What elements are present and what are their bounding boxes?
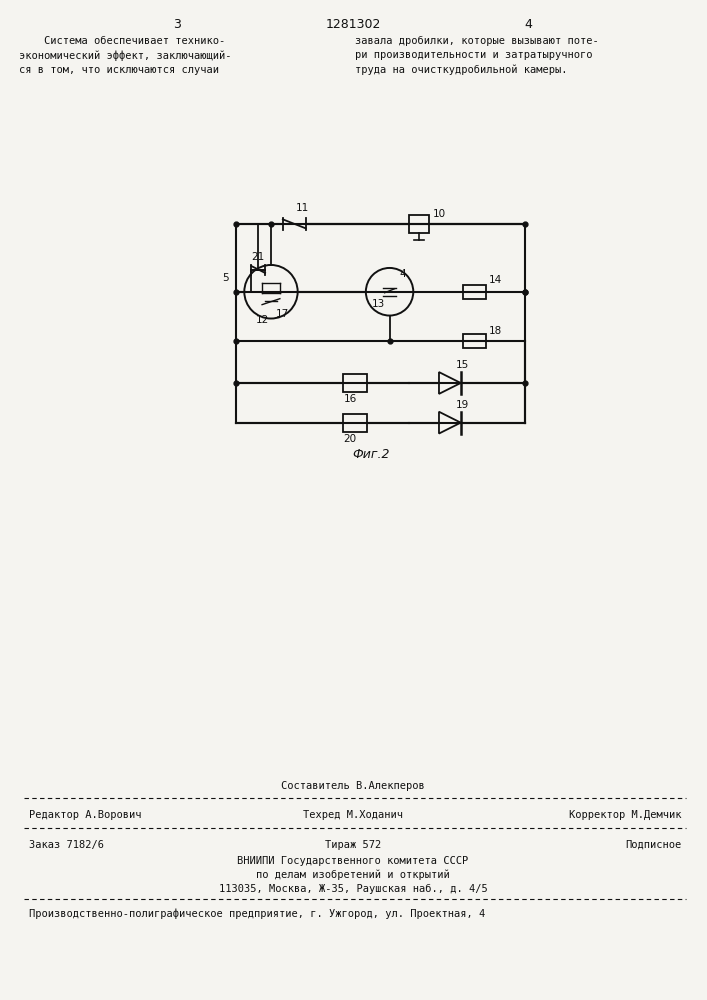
Text: Тираж 572: Тираж 572: [325, 840, 381, 850]
Text: Составитель В.Алекперов: Составитель В.Алекперов: [281, 781, 425, 791]
Text: 3: 3: [173, 18, 181, 31]
Bar: [343, 374, 367, 392]
Text: Заказ 7182/6: Заказ 7182/6: [29, 840, 104, 850]
Text: 21: 21: [252, 252, 264, 262]
Bar: [462, 285, 486, 299]
Text: 13: 13: [372, 299, 385, 309]
Text: ВНИИПИ Государственного комитета СССР: ВНИИПИ Государственного комитета СССР: [238, 856, 469, 866]
Text: 10: 10: [433, 209, 446, 219]
Text: 18: 18: [489, 326, 502, 336]
Bar: [462, 334, 486, 348]
Text: завала дробилки, которые вызывают поте-
ри производительности и затратыручного
т: завала дробилки, которые вызывают поте- …: [355, 36, 599, 75]
Text: Система обеспечивает технико-
экономический эффект, заключающий-
ся в том, что и: Система обеспечивает технико- экономичес…: [19, 36, 231, 89]
Text: 4: 4: [524, 18, 532, 31]
Text: Фиг.2: Фиг.2: [352, 448, 390, 461]
Text: 5: 5: [222, 273, 228, 283]
Bar: [343, 414, 367, 432]
Text: 113035, Москва, Ж-35, Раушская наб., д. 4/5: 113035, Москва, Ж-35, Раушская наб., д. …: [218, 884, 487, 894]
Bar: [409, 215, 429, 233]
Text: Корректор М.Демчик: Корректор М.Демчик: [568, 810, 681, 820]
Text: Техред М.Ходанич: Техред М.Ходанич: [303, 810, 403, 820]
Text: 4: 4: [399, 269, 406, 279]
Text: Производственно-полиграфическое предприятие, г. Ужгород, ул. Проектная, 4: Производственно-полиграфическое предприя…: [29, 909, 485, 919]
Text: 19: 19: [456, 400, 469, 410]
Text: 17: 17: [276, 309, 289, 319]
Text: по делам изобретений и открытий: по делам изобретений и открытий: [256, 870, 450, 880]
Text: 11: 11: [296, 203, 309, 213]
Text: Подписное: Подписное: [625, 840, 681, 850]
Text: 20: 20: [344, 434, 356, 444]
Text: 16: 16: [344, 394, 356, 404]
Text: 15: 15: [456, 360, 469, 370]
Text: 14: 14: [489, 275, 502, 285]
Text: Редактор А.Ворович: Редактор А.Ворович: [29, 810, 141, 820]
Text: 1281302: 1281302: [325, 18, 380, 31]
Text: 12: 12: [256, 315, 269, 325]
